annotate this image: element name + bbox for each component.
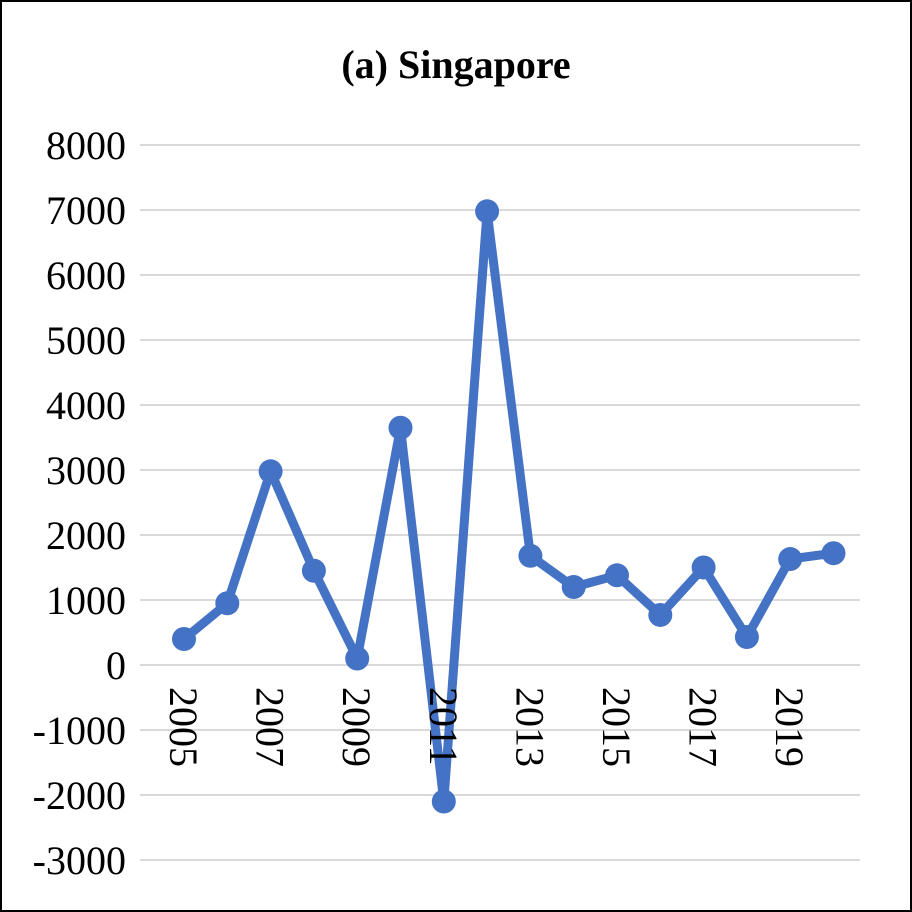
data-point bbox=[301, 558, 326, 583]
x-tick-label: 2017 bbox=[681, 687, 726, 767]
y-tick-label: -1000 bbox=[33, 708, 126, 753]
y-tick-label: 6000 bbox=[46, 253, 126, 298]
data-point bbox=[734, 625, 759, 650]
y-tick-label: 0 bbox=[106, 643, 126, 688]
data-point bbox=[215, 591, 240, 616]
y-tick-label: 2000 bbox=[46, 513, 126, 558]
y-tick-label: 3000 bbox=[46, 448, 126, 493]
data-point bbox=[258, 459, 283, 484]
x-axis-ticks: 2005 2007 2009 2011 2013 2015 2017 2019 bbox=[161, 687, 812, 767]
x-tick-label: 2005 bbox=[161, 687, 206, 767]
y-tick-label: 1000 bbox=[46, 578, 126, 623]
data-point bbox=[691, 555, 716, 580]
x-tick-label: 2007 bbox=[248, 687, 293, 767]
data-point bbox=[605, 563, 629, 588]
chart-title: (a) Singapore bbox=[341, 42, 570, 87]
data-point bbox=[821, 541, 846, 566]
y-tick-label: 5000 bbox=[46, 318, 126, 363]
data-point bbox=[345, 646, 370, 671]
y-tick-label: 4000 bbox=[46, 383, 126, 428]
y-tick-label: 8000 bbox=[46, 123, 126, 168]
series-line bbox=[179, 206, 838, 806]
x-tick-label: 2013 bbox=[507, 687, 552, 767]
data-point bbox=[518, 543, 543, 568]
data-point bbox=[172, 627, 196, 651]
data-point bbox=[431, 789, 456, 814]
series-layer bbox=[172, 199, 846, 814]
data-point bbox=[648, 602, 673, 627]
y-tick-label: -3000 bbox=[33, 838, 126, 883]
y-axis-ticks: -3000 -2000 -1000 0 1000 2000 3000 4000 5000 6000… bbox=[33, 123, 126, 883]
data-point bbox=[561, 575, 586, 599]
data-point bbox=[475, 199, 500, 224]
y-tick-label: -2000 bbox=[33, 773, 126, 818]
x-tick-label: 2015 bbox=[594, 687, 639, 767]
x-tick-label: 2009 bbox=[334, 687, 379, 767]
x-tick-label: 2011 bbox=[421, 687, 466, 766]
x-tick-label: 2019 bbox=[767, 687, 812, 767]
y-tick-label: 7000 bbox=[46, 188, 126, 233]
data-point bbox=[778, 547, 803, 572]
data-point bbox=[388, 415, 413, 440]
